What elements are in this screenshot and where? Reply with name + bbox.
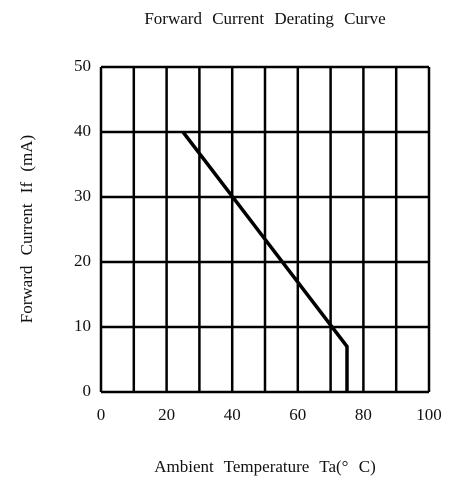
x-tick-label: 80 (355, 405, 372, 424)
x-axis-label: Ambient Temperature Ta(° C) (154, 457, 375, 476)
y-tick-label: 0 (83, 381, 92, 400)
x-tick-label: 60 (289, 405, 306, 424)
x-tick-label: 100 (416, 405, 442, 424)
y-tick-label: 50 (74, 56, 91, 75)
x-tick-label: 40 (224, 405, 241, 424)
x-tick-label: 0 (97, 405, 106, 424)
y-axis-label: Forward Current If (mA) (17, 135, 36, 323)
chart-title: Forward Current Derating Curve (144, 9, 385, 28)
y-tick-label: 40 (74, 121, 91, 140)
data-line (181, 130, 349, 392)
x-tick-label: 20 (158, 405, 175, 424)
y-tick-label: 10 (74, 316, 91, 335)
y-tick-label: 30 (74, 186, 91, 205)
y-tick-label: 20 (74, 251, 91, 270)
